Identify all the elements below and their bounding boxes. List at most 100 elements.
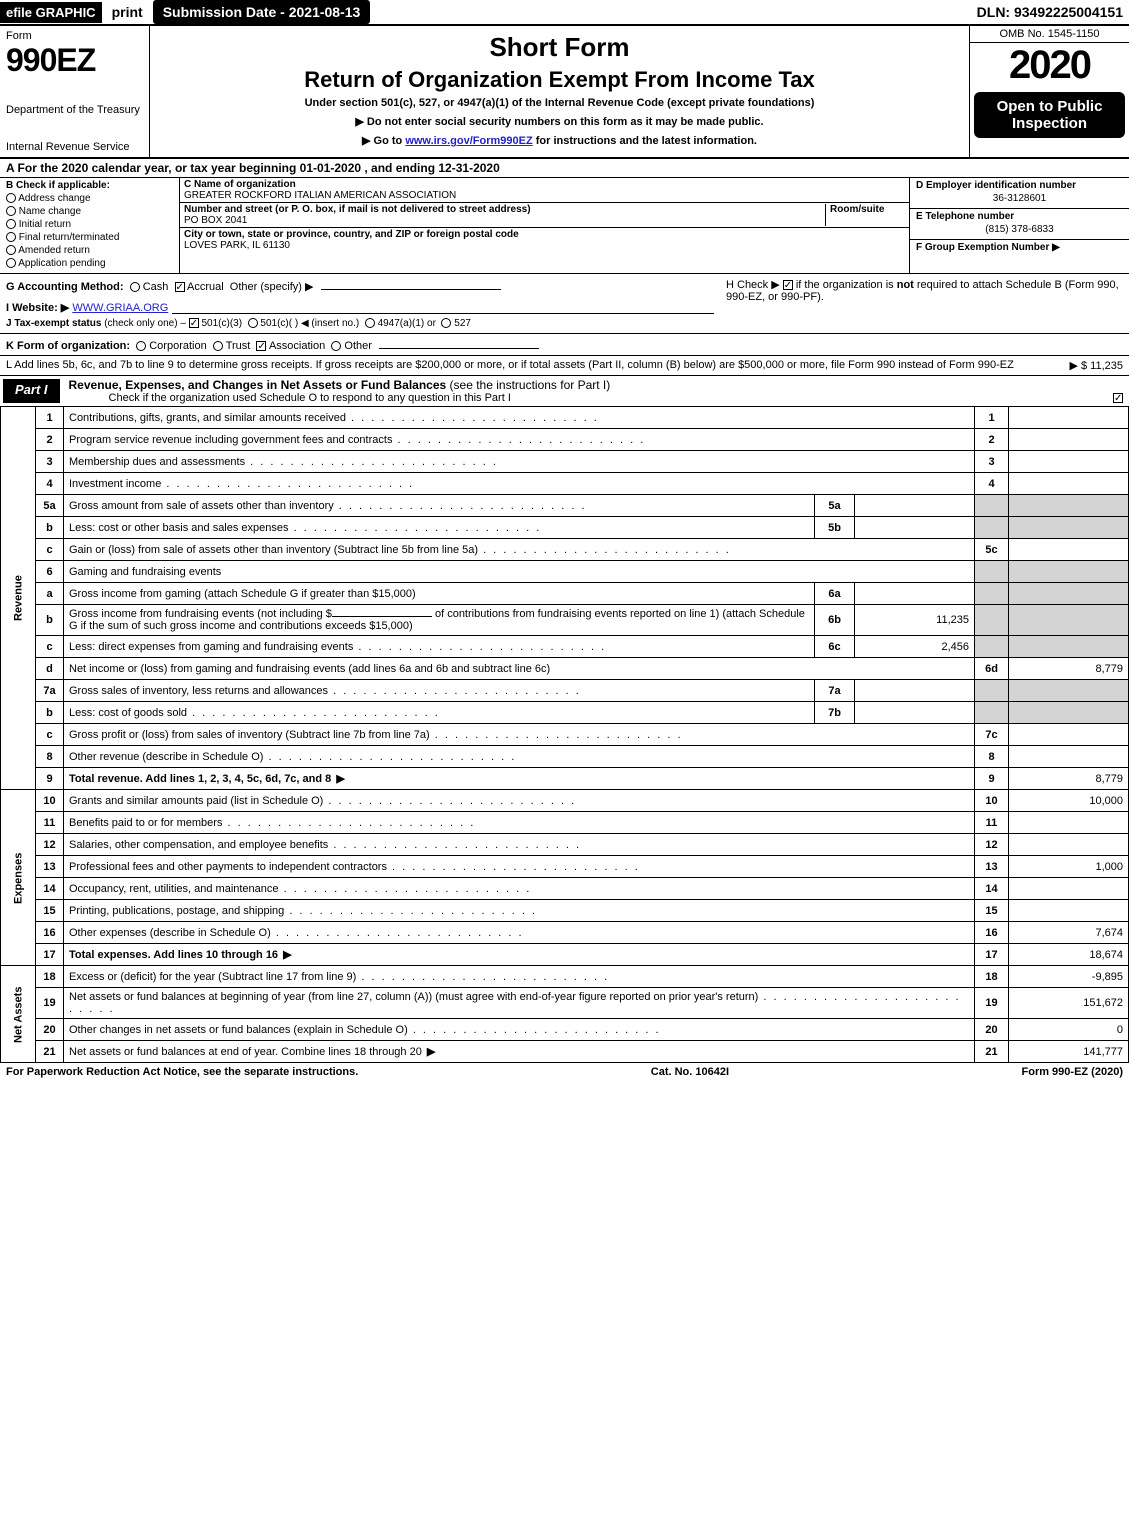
line-4: 4 Investment income 4 — [1, 473, 1129, 495]
form-number: 990EZ — [6, 42, 143, 79]
top-bar: efile GRAPHIC print Submission Date - 20… — [0, 0, 1129, 26]
link-suffix: for instructions and the latest informat… — [533, 135, 757, 147]
section-H: H Check ▶ if the organization is not req… — [720, 274, 1129, 333]
B-header: B Check if applicable: — [6, 180, 173, 191]
submission-date: Submission Date - 2021-08-13 — [153, 0, 371, 24]
header-right: OMB No. 1545-1150 2020 Open to Public In… — [969, 26, 1129, 157]
J-501c3-check[interactable] — [189, 318, 199, 328]
part1-title: Revenue, Expenses, and Changes in Net As… — [63, 376, 1129, 406]
I-label: I Website: ▶ — [6, 301, 69, 314]
form-header: Form 990EZ Department of the Treasury In… — [0, 26, 1129, 159]
line-1: Revenue 1 Contributions, gifts, grants, … — [1, 407, 1129, 429]
J-501c-radio[interactable] — [248, 318, 258, 328]
org-city: LOVES PARK, IL 61130 — [184, 240, 905, 251]
line-2: 2 Program service revenue including gove… — [1, 429, 1129, 451]
omb-number: OMB No. 1545-1150 — [970, 26, 1129, 43]
K-corp-radio[interactable] — [136, 341, 146, 351]
line-3: 3 Membership dues and assessments 3 — [1, 451, 1129, 473]
print-link[interactable]: print — [102, 4, 153, 20]
C-street-label: Number and street (or P. O. box, if mail… — [184, 204, 821, 215]
section-L: L Add lines 5b, 6c, and 7b to line 9 to … — [0, 356, 1129, 376]
website-link[interactable]: WWW.GRIAA.ORG — [72, 302, 168, 314]
J-527-radio[interactable] — [441, 318, 451, 328]
D-label: D Employer identification number — [916, 180, 1123, 191]
org-name: GREATER ROCKFORD ITALIAN AMERICAN ASSOCI… — [184, 190, 905, 201]
line-11: 11 Benefits paid to or for members 11 — [1, 812, 1129, 834]
line-10: Expenses 10 Grants and similar amounts p… — [1, 790, 1129, 812]
H-checkbox[interactable] — [783, 280, 793, 290]
phone-value: (815) 378-6833 — [916, 222, 1123, 237]
line-7c: c Gross profit or (loss) from sales of i… — [1, 724, 1129, 746]
section-C: C Name of organization GREATER ROCKFORD … — [180, 178, 909, 273]
G-label: G Accounting Method: — [6, 281, 124, 293]
part1-lines-table: Revenue 1 Contributions, gifts, grants, … — [0, 406, 1129, 1063]
line-14: 14 Occupancy, rent, utilities, and maint… — [1, 878, 1129, 900]
instructions-link[interactable]: www.irs.gov/Form990EZ — [405, 135, 532, 147]
expenses-side-label: Expenses — [1, 790, 36, 966]
line-6: 6 Gaming and fundraising events — [1, 561, 1129, 583]
G-cash-radio[interactable] — [130, 282, 140, 292]
line-6c: c Less: direct expenses from gaming and … — [1, 636, 1129, 658]
part1-scheduleO-check[interactable] — [1113, 393, 1123, 403]
G-accrual-check[interactable] — [175, 282, 185, 292]
K-other-radio[interactable] — [331, 341, 341, 351]
line-19: 19 Net assets or fund balances at beginn… — [1, 988, 1129, 1019]
form-word: Form — [6, 30, 143, 42]
part1-badge: Part I — [2, 378, 61, 404]
line-6d: d Net income or (loss) from gaming and f… — [1, 658, 1129, 680]
check-final-return[interactable]: Final return/terminated — [6, 232, 173, 243]
form-ref: Form 990-EZ (2020) — [1022, 1066, 1123, 1078]
J-label: J Tax-exempt status — [6, 318, 101, 329]
dept-treasury: Department of the Treasury — [6, 104, 143, 116]
form-title: Return of Organization Exempt From Incom… — [156, 67, 963, 93]
check-address-change[interactable]: Address change — [6, 193, 173, 204]
line-20: 20 Other changes in net assets or fund b… — [1, 1019, 1129, 1041]
header-left: Form 990EZ Department of the Treasury In… — [0, 26, 150, 157]
K-trust-radio[interactable] — [213, 341, 223, 351]
line-15: 15 Printing, publications, postage, and … — [1, 900, 1129, 922]
section-B: B Check if applicable: Address change Na… — [0, 178, 180, 273]
instructions-link-line: ▶ Go to www.irs.gov/Form990EZ for instru… — [156, 134, 963, 147]
C-city-label: City or town, state or province, country… — [184, 229, 901, 240]
irs-label: Internal Revenue Service — [6, 141, 143, 153]
ssn-warning: ▶ Do not enter social security numbers o… — [156, 115, 963, 128]
line-6b: b Gross income from fundraising events (… — [1, 605, 1129, 636]
L-text: L Add lines 5b, 6c, and 7b to line 9 to … — [6, 359, 1014, 372]
line-13: 13 Professional fees and other payments … — [1, 856, 1129, 878]
short-form-title: Short Form — [156, 32, 963, 63]
line-7a: 7a Gross sales of inventory, less return… — [1, 680, 1129, 702]
check-initial-return[interactable]: Initial return — [6, 219, 173, 230]
line-5a: 5a Gross amount from sale of assets othe… — [1, 495, 1129, 517]
pra-notice: For Paperwork Reduction Act Notice, see … — [6, 1066, 358, 1078]
line-9: 9 Total revenue. Add lines 1, 2, 3, 4, 5… — [1, 768, 1129, 790]
check-name-change[interactable]: Name change — [6, 206, 173, 217]
page-footer: For Paperwork Reduction Act Notice, see … — [0, 1063, 1129, 1081]
E-label: E Telephone number — [916, 211, 1123, 222]
check-application-pending[interactable]: Application pending — [6, 258, 173, 269]
dln: DLN: 93492225004151 — [977, 4, 1129, 20]
line-5c: c Gain or (loss) from sale of assets oth… — [1, 539, 1129, 561]
cat-number: Cat. No. 10642I — [651, 1066, 729, 1078]
line-17: 17 Total expenses. Add lines 10 through … — [1, 944, 1129, 966]
check-amended-return[interactable]: Amended return — [6, 245, 173, 256]
part1-header-wrap: Part I Revenue, Expenses, and Changes in… — [0, 376, 1129, 406]
L-amount: 11,235 — [1090, 360, 1123, 372]
form-subtitle: Under section 501(c), 527, or 4947(a)(1)… — [156, 97, 963, 109]
line-A-tax-year: A For the 2020 calendar year, or tax yea… — [0, 159, 1129, 178]
C-room-label: Room/suite — [830, 204, 901, 215]
header-center: Short Form Return of Organization Exempt… — [150, 26, 969, 157]
netassets-side-label: Net Assets — [1, 966, 36, 1063]
tax-year: 2020 — [970, 43, 1129, 88]
line-21: 21 Net assets or fund balances at end of… — [1, 1041, 1129, 1063]
K-label: K Form of organization: — [6, 340, 130, 352]
line-16: 16 Other expenses (describe in Schedule … — [1, 922, 1129, 944]
F-label: F Group Exemption Number ▶ — [916, 242, 1060, 253]
J-4947-radio[interactable] — [365, 318, 375, 328]
line-7b: b Less: cost of goods sold 7b — [1, 702, 1129, 724]
GH-row: G Accounting Method: Cash Accrual Other … — [0, 274, 1129, 334]
right-info-col: D Employer identification number 36-3128… — [909, 178, 1129, 273]
efile-tag: efile GRAPHIC — [0, 2, 102, 23]
section-G: G Accounting Method: Cash Accrual Other … — [0, 274, 720, 333]
K-assoc-check[interactable] — [256, 341, 266, 351]
ein-value: 36-3128601 — [916, 191, 1123, 206]
